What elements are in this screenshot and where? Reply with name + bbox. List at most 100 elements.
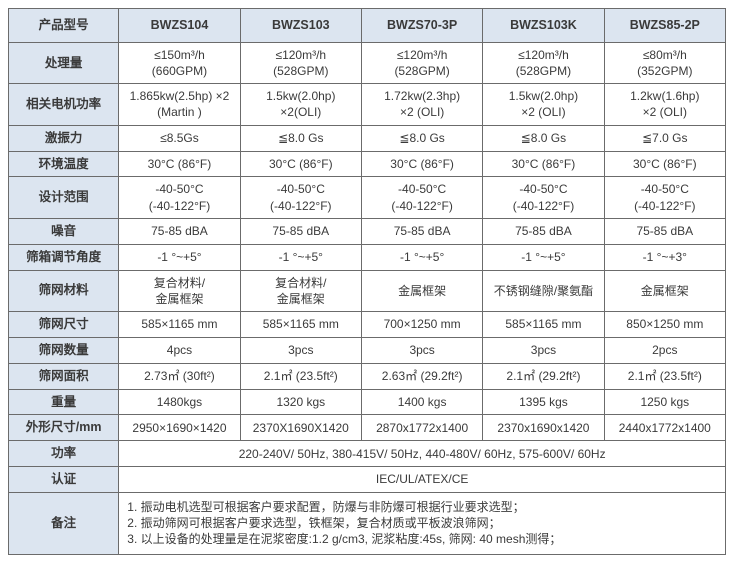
data-cell: -40-50°C(-40-122°F) <box>119 177 240 218</box>
data-cell: ≤120m³/h(528GPM) <box>240 42 361 83</box>
row-label: 筛网材料 <box>9 270 119 311</box>
table-row: 噪音75-85 dBA75-85 dBA75-85 dBA75-85 dBA75… <box>9 218 726 244</box>
data-cell: 1.865kw(2.5hp) ×2(Martin ) <box>119 84 240 125</box>
data-cell: 1320 kgs <box>240 389 361 415</box>
data-cell: 2370x1690x1420 <box>483 415 604 441</box>
data-cell: 75-85 dBA <box>361 218 482 244</box>
span-cell: IEC/UL/ATEX/CE <box>119 467 726 493</box>
data-cell: 2950×1690×1420 <box>119 415 240 441</box>
row-label: 筛网面积 <box>9 363 119 389</box>
data-cell: -1 °~+5° <box>361 244 482 270</box>
table-head: 产品型号BWZS104BWZS103BWZS70-3PBWZS103KBWZS8… <box>9 9 726 43</box>
table-row: 设计范围-40-50°C(-40-122°F)-40-50°C(-40-122°… <box>9 177 726 218</box>
data-cell: 1.5kw(2.0hp)×2 (OLI) <box>483 84 604 125</box>
data-cell: 1400 kgs <box>361 389 482 415</box>
data-cell: 75-85 dBA <box>119 218 240 244</box>
data-cell: 30°C (86°F) <box>361 151 482 177</box>
data-cell: 75-85 dBA <box>240 218 361 244</box>
row-label: 筛网尺寸 <box>9 311 119 337</box>
data-cell: 30°C (86°F) <box>240 151 361 177</box>
data-cell: -1 °~+5° <box>240 244 361 270</box>
table-body: 处理量≤150m³/h(660GPM)≤120m³/h(528GPM)≤120m… <box>9 42 726 554</box>
data-cell: 2440x1772x1400 <box>604 415 725 441</box>
data-cell: -1 °~+5° <box>483 244 604 270</box>
row-label: 外形尺寸/mm <box>9 415 119 441</box>
data-cell: ≤120m³/h(528GPM) <box>361 42 482 83</box>
data-cell: 850×1250 mm <box>604 311 725 337</box>
row-label: 认证 <box>9 467 119 493</box>
data-cell: 3pcs <box>240 337 361 363</box>
model-col: BWZS85-2P <box>604 9 725 43</box>
data-cell: ≤8.5Gs <box>119 125 240 151</box>
model-col: BWZS103 <box>240 9 361 43</box>
data-cell: 585×1165 mm <box>483 311 604 337</box>
model-col: BWZS104 <box>119 9 240 43</box>
span-cell: 220-240V/ 50Hz, 380-415V/ 50Hz, 440-480V… <box>119 441 726 467</box>
data-cell: ≤80m³/h(352GPM) <box>604 42 725 83</box>
data-cell: -40-50°C(-40-122°F) <box>483 177 604 218</box>
data-cell: 2.63㎡ (29.2ft²) <box>361 363 482 389</box>
table-row: 认证IEC/UL/ATEX/CE <box>9 467 726 493</box>
table-row: 备注1. 振动电机选型可根据客户要求配置，防爆与非防爆可根据行业要求选型；2. … <box>9 493 726 555</box>
data-cell: 复合材料/金属框架 <box>119 270 240 311</box>
data-cell: 2.73㎡ (30ft²) <box>119 363 240 389</box>
table-row: 筛网材料复合材料/金属框架复合材料/金属框架金属框架不锈钢缝隙/聚氨酯金属框架 <box>9 270 726 311</box>
data-cell: -1 °~+3° <box>604 244 725 270</box>
data-cell: -40-50°C(-40-122°F) <box>240 177 361 218</box>
data-cell: 700×1250 mm <box>361 311 482 337</box>
data-cell: 3pcs <box>483 337 604 363</box>
data-cell: ≦8.0 Gs <box>361 125 482 151</box>
data-cell: 1395 kgs <box>483 389 604 415</box>
row-label: 筛箱调节角度 <box>9 244 119 270</box>
data-cell: 2370X1690X1420 <box>240 415 361 441</box>
data-cell: 2.1㎡ (29.2ft²) <box>483 363 604 389</box>
row-label: 激振力 <box>9 125 119 151</box>
data-cell: 1250 kgs <box>604 389 725 415</box>
table-row: 功率220-240V/ 50Hz, 380-415V/ 50Hz, 440-48… <box>9 441 726 467</box>
row-label: 相关电机功率 <box>9 84 119 125</box>
data-cell: 1.5kw(2.0hp) ×2(OLI) <box>240 84 361 125</box>
header-label: 产品型号 <box>9 9 119 43</box>
data-cell: 不锈钢缝隙/聚氨酯 <box>483 270 604 311</box>
data-cell: 585×1165 mm <box>240 311 361 337</box>
data-cell: ≤150m³/h(660GPM) <box>119 42 240 83</box>
table-row: 处理量≤150m³/h(660GPM)≤120m³/h(528GPM)≤120m… <box>9 42 726 83</box>
table-row: 筛箱调节角度-1 °~+5°-1 °~+5°-1 °~+5°-1 °~+5°-1… <box>9 244 726 270</box>
table-row: 重量1480kgs1320 kgs1400 kgs1395 kgs1250 kg… <box>9 389 726 415</box>
data-cell: 3pcs <box>361 337 482 363</box>
table-row: 筛网面积2.73㎡ (30ft²)2.1㎡ (23.5ft²)2.63㎡ (29… <box>9 363 726 389</box>
data-cell: 2870x1772x1400 <box>361 415 482 441</box>
data-cell: 4pcs <box>119 337 240 363</box>
data-cell: 75-85 dBA <box>483 218 604 244</box>
notes-cell: 1. 振动电机选型可根据客户要求配置，防爆与非防爆可根据行业要求选型；2. 振动… <box>119 493 726 555</box>
data-cell: -40-50°C(-40-122°F) <box>604 177 725 218</box>
row-label: 功率 <box>9 441 119 467</box>
table-row: 相关电机功率1.865kw(2.5hp) ×2(Martin )1.5kw(2.… <box>9 84 726 125</box>
data-cell: 1480kgs <box>119 389 240 415</box>
data-cell: ≦8.0 Gs <box>483 125 604 151</box>
model-col: BWZS70-3P <box>361 9 482 43</box>
table-row: 激振力≤8.5Gs≦8.0 Gs≦8.0 Gs≦8.0 Gs≦7.0 Gs <box>9 125 726 151</box>
table-row: 筛网数量4pcs3pcs3pcs3pcs2pcs <box>9 337 726 363</box>
row-label: 设计范围 <box>9 177 119 218</box>
data-cell: 30°C (86°F) <box>119 151 240 177</box>
data-cell: 金属框架 <box>361 270 482 311</box>
data-cell: -1 °~+5° <box>119 244 240 270</box>
data-cell: 30°C (86°F) <box>604 151 725 177</box>
spec-table: 产品型号BWZS104BWZS103BWZS70-3PBWZS103KBWZS8… <box>8 8 726 555</box>
data-cell: 1.72kw(2.3hp)×2 (OLI) <box>361 84 482 125</box>
row-label: 重量 <box>9 389 119 415</box>
data-cell: ≤120m³/h(528GPM) <box>483 42 604 83</box>
data-cell: 75-85 dBA <box>604 218 725 244</box>
row-label: 环境温度 <box>9 151 119 177</box>
data-cell: 2.1㎡ (23.5ft²) <box>240 363 361 389</box>
table-row: 环境温度30°C (86°F)30°C (86°F)30°C (86°F)30°… <box>9 151 726 177</box>
data-cell: -40-50°C(-40-122°F) <box>361 177 482 218</box>
data-cell: 2pcs <box>604 337 725 363</box>
table-row: 外形尺寸/mm2950×1690×14202370X1690X14202870x… <box>9 415 726 441</box>
data-cell: 复合材料/金属框架 <box>240 270 361 311</box>
data-cell: 2.1㎡ (23.5ft²) <box>604 363 725 389</box>
model-col: BWZS103K <box>483 9 604 43</box>
data-cell: ≦7.0 Gs <box>604 125 725 151</box>
row-label: 处理量 <box>9 42 119 83</box>
